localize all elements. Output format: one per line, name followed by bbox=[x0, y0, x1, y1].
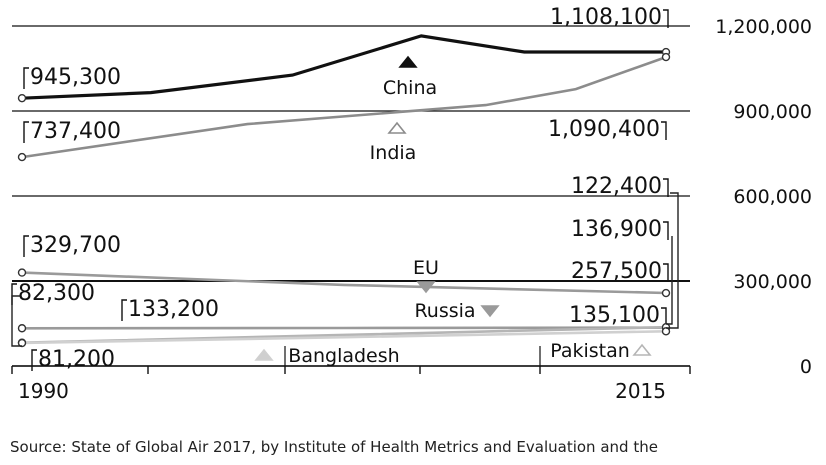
y-tick-label-0: 0 bbox=[800, 356, 812, 378]
marker-russia-icon bbox=[480, 305, 500, 318]
marker-eu-icon bbox=[416, 281, 436, 294]
end-bracket-pakistan bbox=[663, 221, 669, 240]
start-label-pakistan: 82,300 bbox=[18, 281, 95, 306]
line-bangladesh bbox=[21, 330, 667, 345]
end-label-russia: 135,100 bbox=[569, 303, 660, 328]
start-label-eu: 329,700 bbox=[30, 233, 121, 258]
series-name-china: China bbox=[383, 77, 437, 99]
start-label-india: 737,400 bbox=[30, 119, 121, 144]
point-india-end bbox=[661, 52, 671, 62]
start-bracket-pakistan bbox=[11, 283, 17, 305]
series-name-russia: Russia bbox=[414, 300, 475, 322]
marker-bangladesh-icon bbox=[254, 348, 274, 361]
point-eu-end bbox=[661, 288, 671, 298]
end-bracket-bangladesh bbox=[663, 178, 669, 197]
end-bracket-eu bbox=[663, 263, 669, 282]
end-label-pakistan: 136,900 bbox=[571, 217, 662, 242]
x-tick-label-1990: 1990 bbox=[18, 379, 69, 403]
point-china-start bbox=[17, 93, 27, 103]
point-eu-start bbox=[17, 268, 27, 277]
end-bracket-russia bbox=[661, 307, 667, 326]
source-note: Source: State of Global Air 2017, by Ins… bbox=[10, 438, 658, 456]
y-tick-label-300000: 300,000 bbox=[733, 271, 812, 293]
series-name-pakistan: Pakistan bbox=[550, 340, 630, 362]
connector-bangladesh bbox=[666, 192, 679, 329]
connector-left bbox=[11, 295, 22, 347]
point-russia-start bbox=[17, 324, 27, 333]
end-bracket-china bbox=[663, 9, 669, 28]
start-label-russia: 133,200 bbox=[128, 297, 219, 322]
start-bracket-bangladesh bbox=[31, 349, 37, 371]
marker-india-icon bbox=[387, 121, 407, 134]
y-tick-label-900000: 900,000 bbox=[733, 101, 812, 123]
start-label-bangladesh: 81,200 bbox=[38, 347, 115, 372]
point-bangladesh-end bbox=[661, 327, 671, 336]
start-bracket-india bbox=[23, 121, 29, 143]
start-label-china: 945,300 bbox=[30, 65, 121, 90]
point-india-start bbox=[17, 152, 27, 162]
marker-china-icon bbox=[398, 55, 418, 68]
x-tick-label-2015: 2015 bbox=[615, 379, 666, 403]
series-name-eu: EU bbox=[413, 257, 439, 279]
line-russia bbox=[21, 326, 667, 330]
marker-pakistan-icon bbox=[632, 343, 652, 356]
end-label-china: 1,108,100 bbox=[550, 5, 662, 30]
series-name-india: India bbox=[370, 142, 417, 164]
end-label-india: 1,090,400 bbox=[548, 117, 660, 142]
end-label-bangladesh: 122,400 bbox=[571, 174, 662, 199]
start-bracket-china bbox=[23, 67, 29, 89]
end-label-eu: 257,500 bbox=[571, 259, 662, 284]
y-tick-label-1200000: 1,200,000 bbox=[715, 16, 812, 38]
start-bracket-eu bbox=[23, 235, 29, 257]
connector-pakistan bbox=[666, 236, 673, 325]
start-bracket-russia bbox=[121, 299, 127, 321]
line-india bbox=[21, 55, 667, 159]
line-eu bbox=[21, 271, 667, 295]
end-bracket-india bbox=[661, 121, 667, 140]
line-china bbox=[21, 34, 666, 100]
series-name-bangladesh: Bangladesh bbox=[288, 345, 399, 367]
y-tick-label-600000: 600,000 bbox=[733, 186, 812, 208]
